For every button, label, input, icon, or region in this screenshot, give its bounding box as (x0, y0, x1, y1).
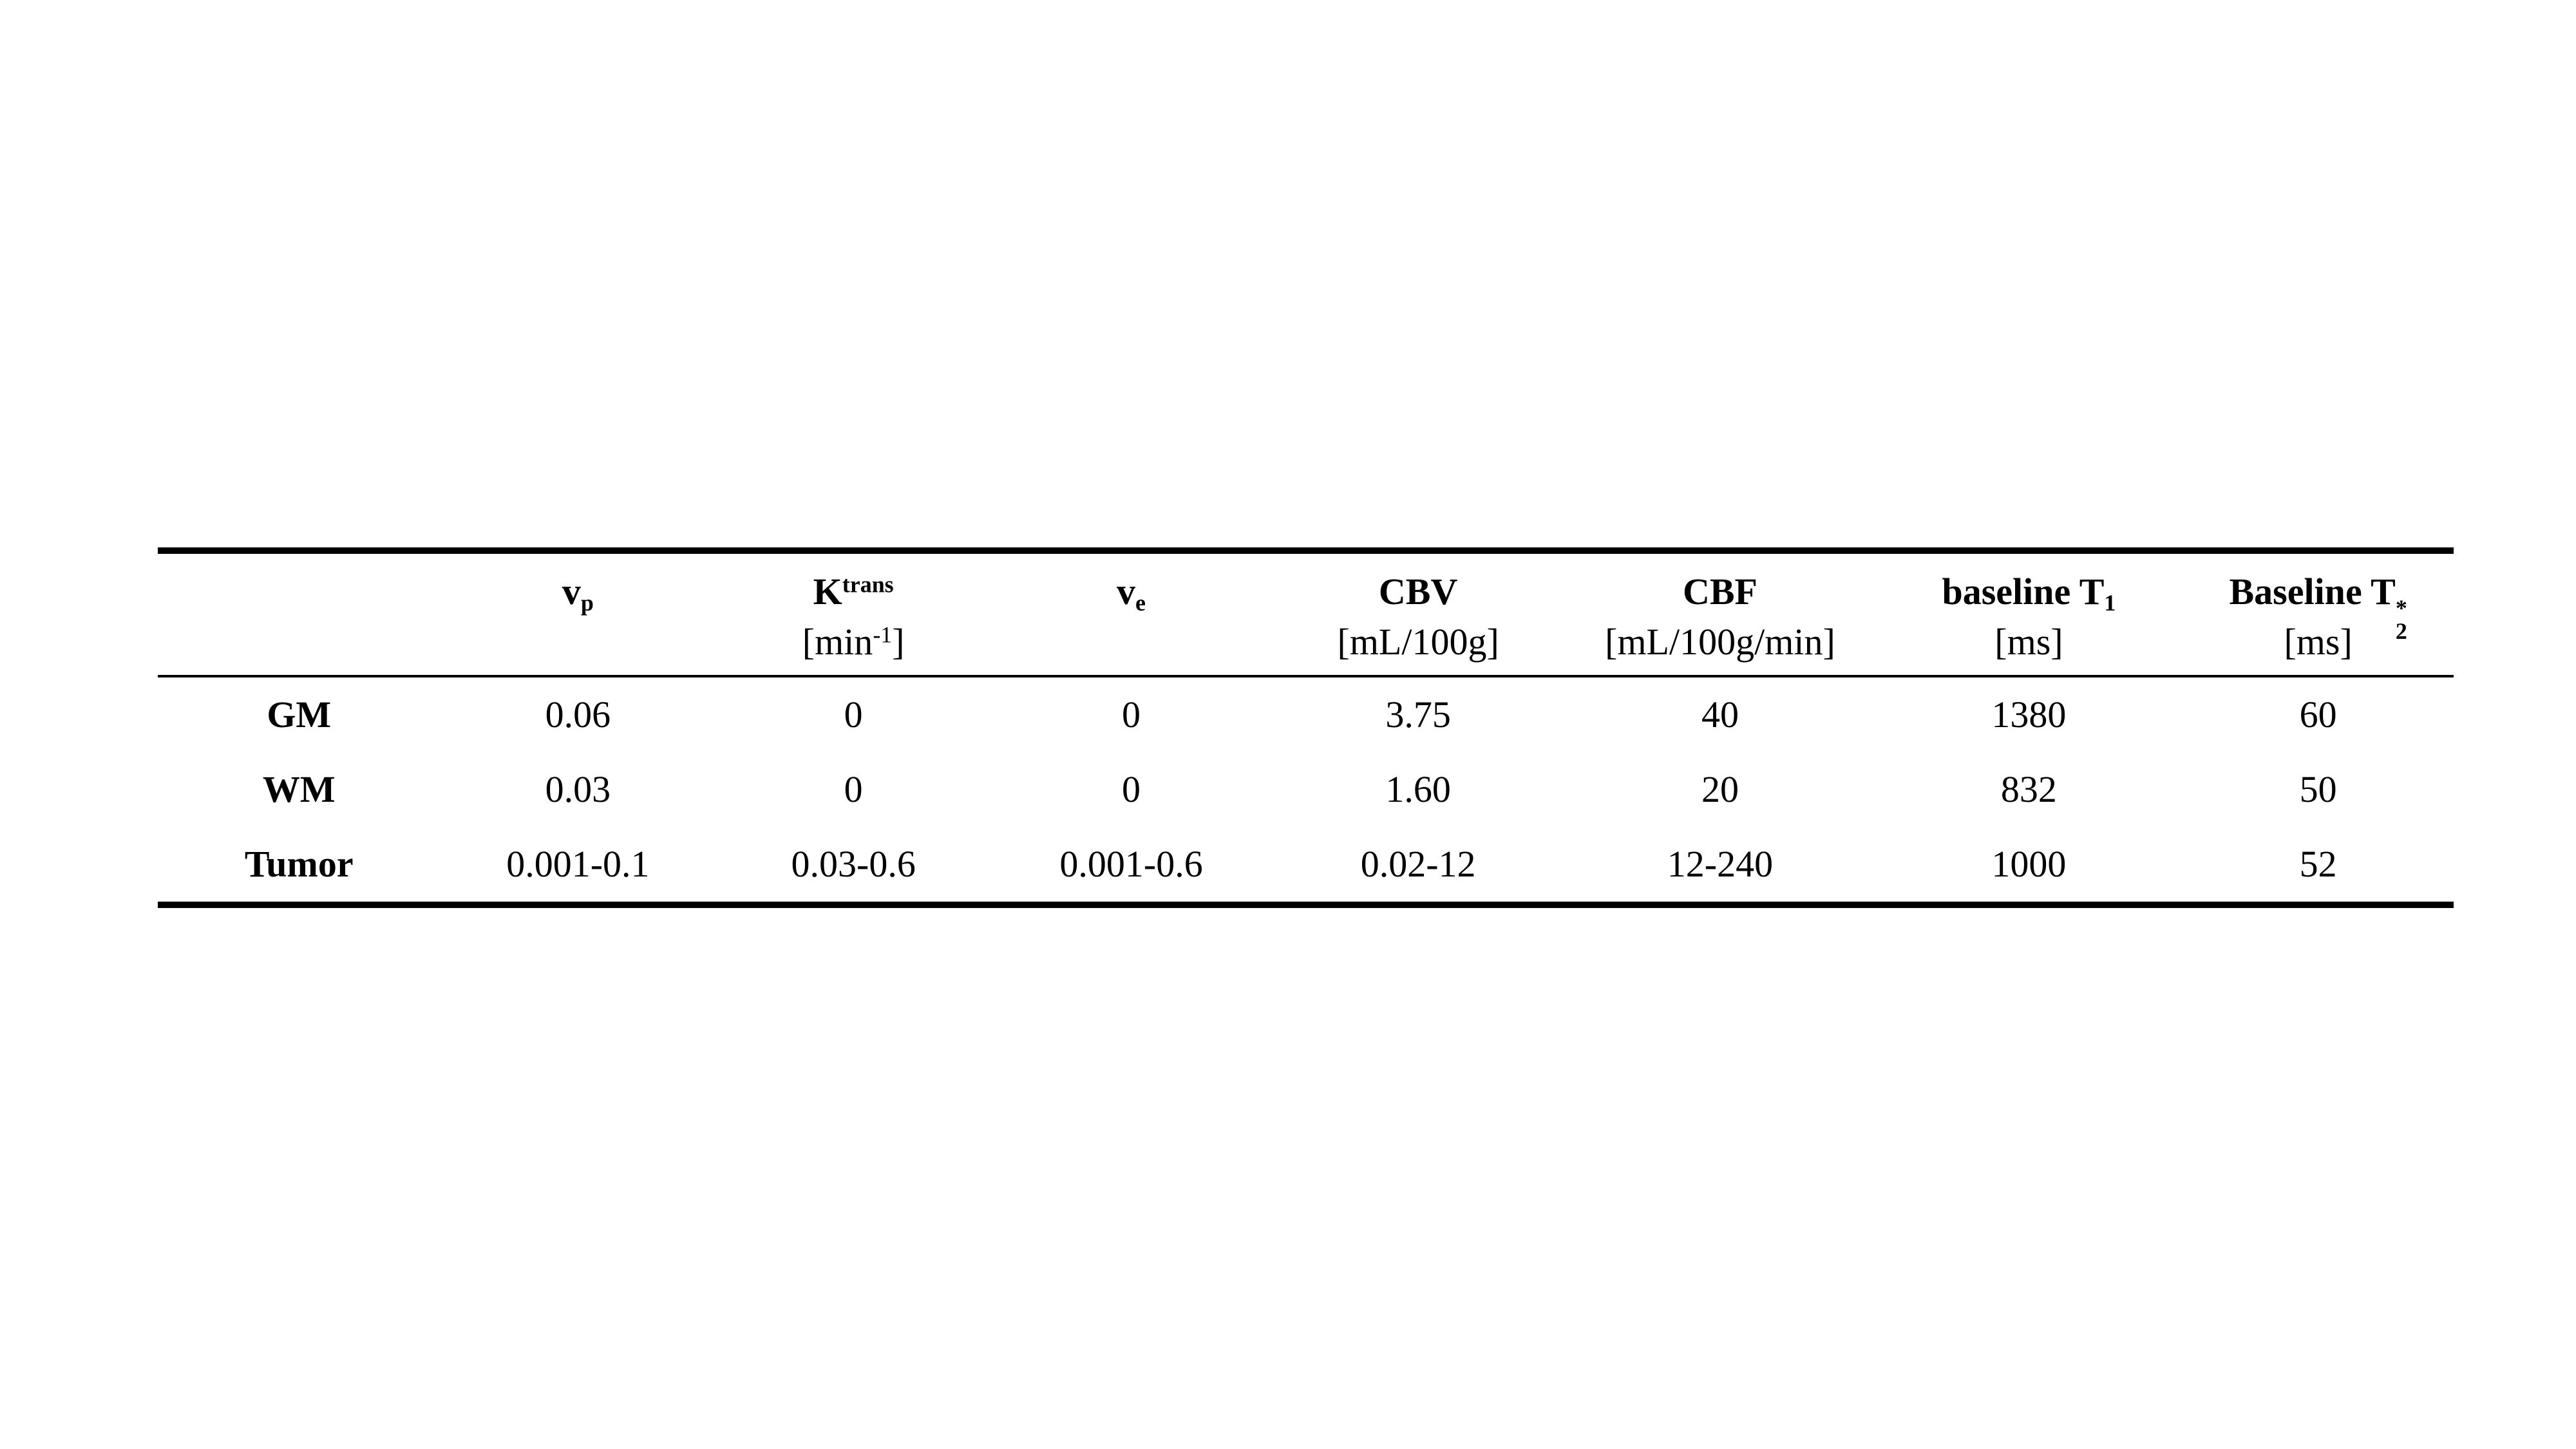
table-cell: 52 (2299, 843, 2337, 885)
ktrans-unit-close: ] (892, 621, 905, 663)
ve-subscript: e (1135, 590, 1146, 616)
vp-subscript: p (580, 590, 594, 616)
header-cbv: CBV [mL/100g] (1271, 551, 1565, 676)
header-row: vp Ktrans [min-1] ve CBV [mL/100g] (158, 551, 2454, 676)
table-cell: 20 (1701, 768, 1739, 810)
baseline-t1-label: baseline T (1942, 571, 2105, 612)
tissue-parameter-table: vp Ktrans [min-1] ve CBV [mL/100g] (158, 547, 2454, 908)
vp-unit (440, 621, 715, 675)
header-ve: ve (991, 551, 1271, 676)
baseline-t2star-label: Baseline T (2229, 571, 2396, 612)
cbf-unit: [mL/100g/min] (1605, 621, 1835, 663)
header-baseline-t2star: Baseline T * 2 [ms] (2183, 551, 2454, 676)
table-cell: 0.001-0.1 (506, 843, 650, 885)
header-cbf: CBF [mL/100g/min] (1565, 551, 1875, 676)
table-cell: 0.06 (545, 694, 611, 735)
t1-subscript: 1 (2104, 590, 2116, 616)
baseline-t1-unit: [ms] (1994, 621, 2063, 663)
table-cell: 0 (844, 694, 863, 735)
table-row-wm: WM 0.03 0 0 1.60 20 832 50 (158, 752, 2454, 827)
ktrans-unit-open: [min (802, 621, 873, 663)
table-cell: 1000 (1991, 843, 2067, 885)
table-row-gm: GM 0.06 0 0 3.75 40 1380 60 (158, 676, 2454, 752)
ktrans-unit-exponent: -1 (873, 621, 893, 648)
header-ktrans: Ktrans [min-1] (715, 551, 991, 676)
table-cell: 1.60 (1385, 768, 1451, 810)
table-cell: 0.001-0.6 (1059, 843, 1203, 885)
row-label-tumor: Tumor (244, 843, 354, 885)
cbv-label: CBV (1378, 571, 1458, 612)
table-cell: 0.02-12 (1360, 843, 1476, 885)
t2-star: * (2395, 594, 2407, 621)
ktrans-symbol: K (813, 571, 842, 612)
row-label-gm: GM (267, 694, 332, 735)
table-cell: 12-240 (1667, 843, 1774, 885)
table-row-tumor: Tumor 0.001-0.1 0.03-0.6 0.001-0.6 0.02-… (158, 827, 2454, 905)
table-cell: 3.75 (1385, 694, 1451, 735)
baseline-t2star-unit: [ms] (2284, 621, 2353, 663)
table-cell: 50 (2299, 768, 2337, 810)
table-cell: 0 (1122, 768, 1141, 810)
header-empty-label (158, 554, 440, 621)
table-cell: 832 (2000, 768, 2057, 810)
ve-unit (991, 621, 1271, 675)
table-cell: 0.03-0.6 (791, 843, 916, 885)
table-cell: 60 (2299, 694, 2337, 735)
ktrans-superscript: trans (842, 571, 894, 598)
cbf-label: CBF (1682, 571, 1757, 612)
cbv-unit: [mL/100g] (1337, 621, 1499, 663)
t2-subscript: 2 (2395, 618, 2407, 644)
table-cell: 0 (1122, 694, 1141, 735)
row-label-wm: WM (262, 768, 336, 810)
header-vp: vp (440, 551, 715, 676)
table-cell: 0 (844, 768, 863, 810)
table-cell: 40 (1701, 694, 1739, 735)
ve-symbol: v (1117, 571, 1136, 612)
table-cell: 0.03 (545, 768, 611, 810)
vp-symbol: v (562, 571, 581, 612)
table-cell: 1380 (1991, 694, 2067, 735)
header-empty (158, 551, 440, 676)
t2star-subsuperscript: * 2 (2395, 594, 2407, 644)
header-baseline-t1: baseline T1 [ms] (1875, 551, 2183, 676)
parameter-table-container: vp Ktrans [min-1] ve CBV [mL/100g] (158, 547, 2454, 908)
